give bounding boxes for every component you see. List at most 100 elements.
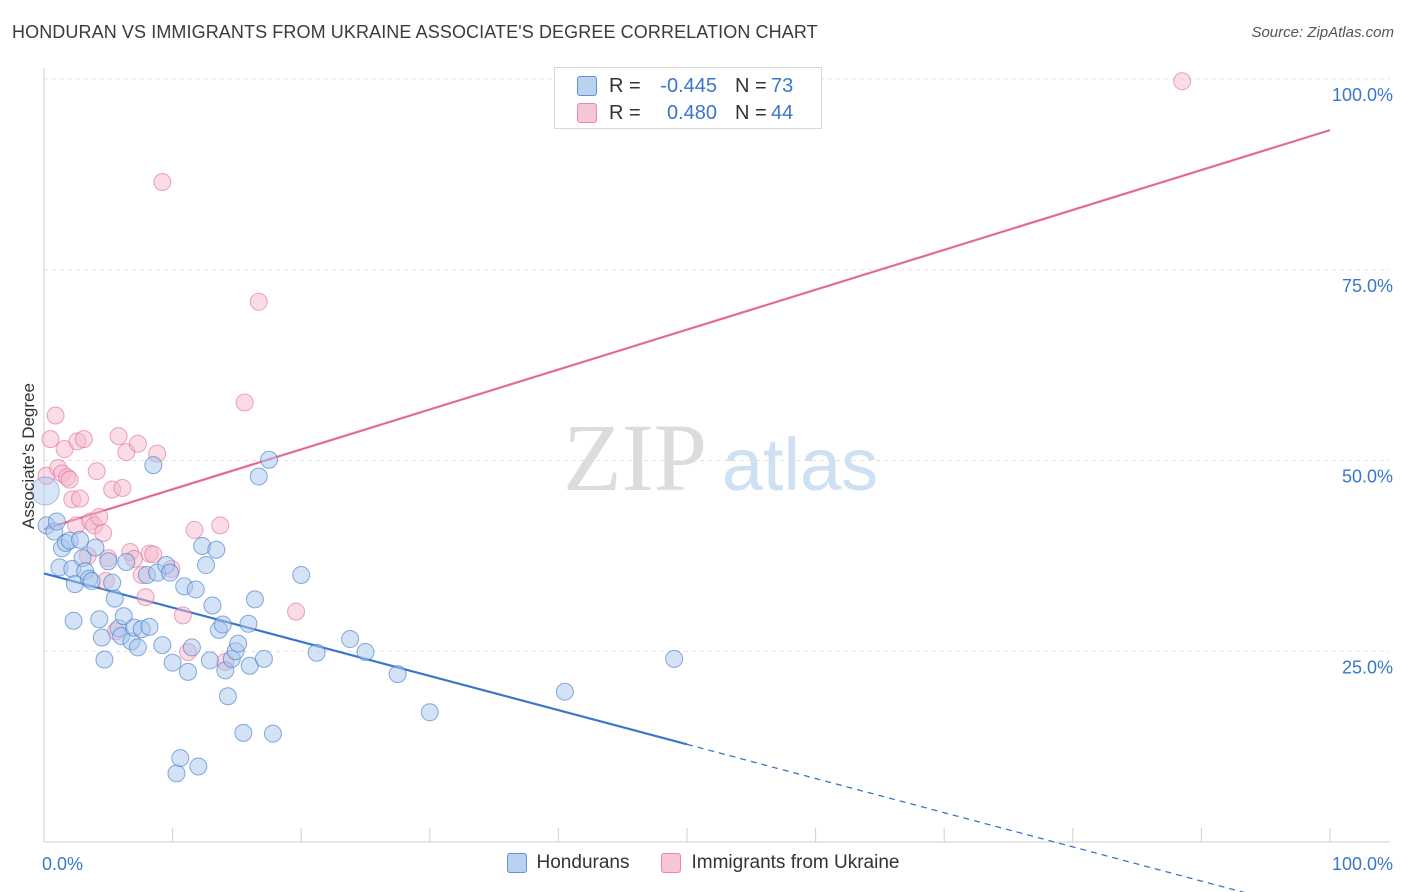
trend-line-extension xyxy=(686,743,1246,892)
point-honduran xyxy=(179,662,198,681)
y-tick-label: 25.0% xyxy=(1342,657,1393,677)
point-honduran xyxy=(207,540,226,559)
point-honduran xyxy=(161,563,180,582)
point-honduran xyxy=(234,723,253,742)
point-honduran xyxy=(71,530,90,549)
point-honduran xyxy=(163,653,182,672)
chart-title: HONDURAN VS IMMIGRANTS FROM UKRAINE ASSO… xyxy=(12,22,818,42)
source-label: Source: ZipAtlas.com xyxy=(1251,24,1394,41)
point-honduran xyxy=(555,682,574,701)
r-value: 0.480 xyxy=(666,101,717,124)
legend-swatch-blue xyxy=(577,76,597,96)
y-tick-label: 100.0% xyxy=(1332,85,1393,105)
point-honduran xyxy=(665,649,684,668)
y-tick-label: 50.0% xyxy=(1342,467,1393,487)
correlation-legend: R = -0.445 N = 73 R = 0.480 N = 44 xyxy=(554,67,822,129)
point-ukraine xyxy=(153,173,172,192)
n-value: 73 xyxy=(771,74,794,97)
point-honduran xyxy=(229,634,248,653)
point-honduran xyxy=(86,538,105,557)
point-honduran xyxy=(171,749,190,768)
watermark-atlas: atlas xyxy=(722,423,878,506)
point-honduran xyxy=(82,572,101,591)
point-honduran xyxy=(90,610,109,629)
point-honduran xyxy=(260,450,279,469)
point-honduran xyxy=(186,580,205,599)
watermark: ZIP atlas xyxy=(563,404,878,511)
point-ukraine xyxy=(87,462,106,481)
n-value: 44 xyxy=(771,101,794,124)
point-honduran xyxy=(153,636,172,655)
legend-item-ukraine: Immigrants from Ukraine xyxy=(661,852,899,874)
series-hondurans-points xyxy=(30,450,684,783)
point-honduran xyxy=(95,650,114,669)
axes xyxy=(43,68,1390,843)
point-honduran xyxy=(114,607,133,626)
trend-line-ukraine xyxy=(43,129,1331,531)
point-honduran xyxy=(128,638,147,657)
legend-item-hondurans: Hondurans xyxy=(506,852,630,874)
r-value: -0.445 xyxy=(660,74,717,97)
grid-lines xyxy=(44,78,1390,652)
point-ukraine xyxy=(94,523,113,542)
x-tick-label: 0.0% xyxy=(42,854,83,874)
point-ukraine xyxy=(144,545,163,564)
point-honduran xyxy=(105,589,124,608)
point-ukraine xyxy=(185,520,204,539)
point-honduran xyxy=(103,573,122,592)
point-ukraine xyxy=(109,427,128,446)
point-honduran xyxy=(203,596,222,615)
point-ukraine xyxy=(235,393,254,412)
point-honduran xyxy=(420,703,439,722)
point-ukraine xyxy=(211,516,230,535)
point-honduran xyxy=(182,638,201,657)
point-honduran xyxy=(263,724,282,743)
n-label: N = xyxy=(735,101,767,124)
point-honduran xyxy=(200,651,219,670)
point-honduran xyxy=(307,643,326,662)
point-honduran xyxy=(92,628,111,647)
point-honduran xyxy=(30,476,60,506)
y-axis-label: Associate's Degree xyxy=(19,383,38,529)
point-honduran xyxy=(218,687,237,706)
point-ukraine xyxy=(71,489,90,508)
point-ukraine xyxy=(60,470,79,489)
n-label: N = xyxy=(735,74,767,97)
point-ukraine xyxy=(173,606,192,625)
point-honduran xyxy=(140,617,159,636)
point-ukraine xyxy=(41,430,60,449)
legend-row-hondurans: R = -0.445 N = 73 xyxy=(577,74,793,98)
point-ukraine xyxy=(74,430,93,449)
point-ukraine xyxy=(249,292,268,311)
point-honduran xyxy=(189,757,208,776)
point-ukraine xyxy=(128,434,147,453)
y-tick-label: 75.0% xyxy=(1342,276,1393,296)
point-honduran xyxy=(356,643,375,662)
x-tick-label: 100.0% xyxy=(1332,854,1393,874)
legend-swatch-pink xyxy=(577,103,597,123)
point-honduran xyxy=(117,552,136,571)
point-honduran xyxy=(64,611,83,630)
point-honduran xyxy=(47,512,66,531)
legend-label: Hondurans xyxy=(536,852,630,873)
r-label: R = xyxy=(609,101,641,124)
point-ukraine xyxy=(113,478,132,497)
point-honduran xyxy=(254,649,273,668)
tick-labels: 25.0% 50.0% 75.0% 100.0% 0.0% 100.0% xyxy=(42,85,1393,874)
point-honduran xyxy=(245,590,264,609)
point-honduran xyxy=(197,556,216,575)
point-honduran xyxy=(239,614,258,633)
point-honduran xyxy=(144,456,163,475)
point-honduran xyxy=(388,665,407,684)
point-honduran xyxy=(213,615,232,634)
legend-swatch-pink xyxy=(661,853,682,873)
watermark-zip: ZIP xyxy=(563,404,707,511)
point-ukraine xyxy=(90,507,109,526)
legend-row-ukraine: R = 0.480 N = 44 xyxy=(577,101,793,125)
point-ukraine xyxy=(136,588,155,607)
point-honduran xyxy=(341,630,360,649)
r-label: R = xyxy=(609,74,641,97)
legend-label: Immigrants from Ukraine xyxy=(691,852,900,873)
point-honduran xyxy=(249,467,268,486)
